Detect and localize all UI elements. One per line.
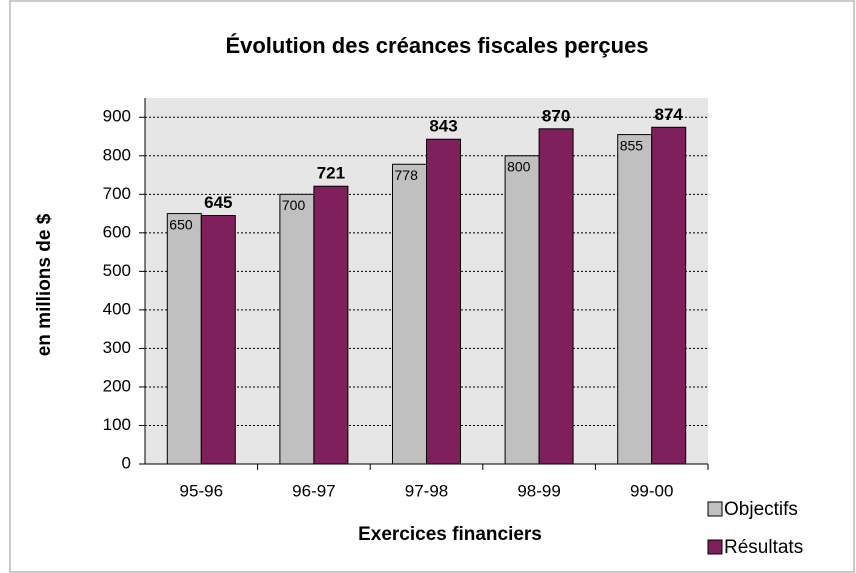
legend-label: Résultats	[724, 537, 803, 558]
bar	[313, 185, 349, 465]
bar	[426, 138, 461, 465]
data-label: 700	[282, 197, 306, 213]
y-tick-label: 700	[103, 184, 131, 203]
x-tick-label: 95-96	[180, 481, 223, 500]
y-tick-label: 800	[103, 145, 131, 164]
bar	[538, 128, 574, 465]
y-tick-label: 200	[103, 376, 131, 395]
y-tick-label: 600	[103, 222, 131, 241]
x-tick-label: 97-98	[405, 481, 448, 500]
chart-title: Évolution des créances fiscales perçues	[225, 33, 648, 58]
y-tick-label: 100	[103, 415, 131, 434]
data-label: 843	[429, 117, 457, 136]
bar	[166, 213, 202, 465]
bar	[200, 215, 236, 465]
data-label: 870	[542, 106, 570, 125]
data-label: 800	[507, 158, 531, 174]
data-label: 650	[169, 216, 193, 232]
data-label: 721	[317, 164, 345, 183]
x-tick-label: 96-97	[292, 481, 335, 500]
bar	[617, 134, 653, 465]
bar	[651, 126, 687, 465]
y-tick-label: 300	[103, 338, 131, 357]
x-tick-label: 98-99	[517, 481, 560, 500]
data-label: 645	[204, 193, 232, 212]
data-label: 874	[655, 105, 684, 124]
legend-swatch	[707, 539, 723, 555]
bar	[504, 155, 540, 465]
legend-swatch	[707, 501, 723, 517]
y-tick-label: 500	[103, 261, 131, 280]
x-tick-label: 99-00	[630, 481, 673, 500]
y-tick-label: 0	[122, 453, 131, 472]
y-tick-label: 900	[103, 107, 131, 126]
y-tick-label: 400	[103, 299, 131, 318]
data-label: 778	[395, 167, 419, 183]
x-axis-title: Exercices financiers	[358, 524, 542, 545]
data-label: 855	[620, 137, 644, 153]
bar	[392, 163, 427, 465]
y-axis-title: en millions de $	[34, 213, 55, 356]
legend-label: Objectifs	[724, 499, 798, 520]
bar	[279, 193, 315, 465]
